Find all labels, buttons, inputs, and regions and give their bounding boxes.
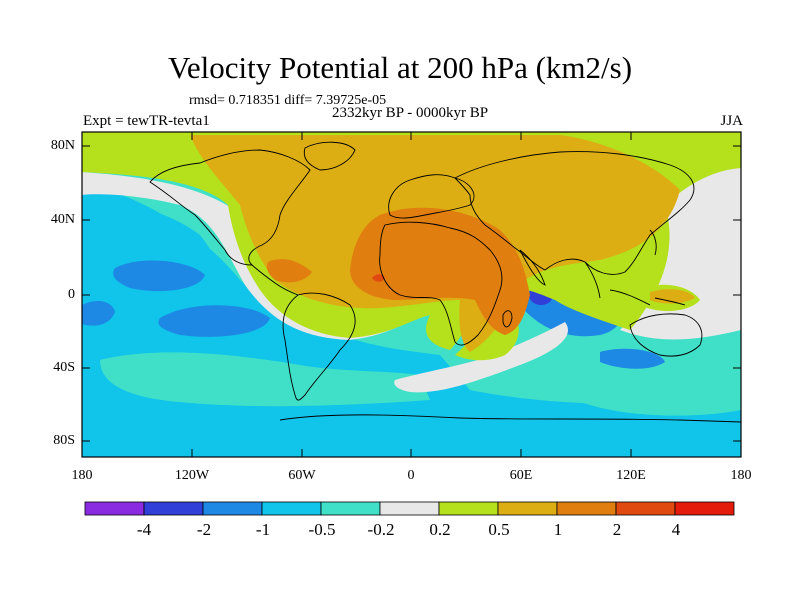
coast-south-america	[282, 292, 356, 401]
coast-asia	[454, 151, 695, 275]
colorbar-label: -2	[196, 520, 212, 539]
coast-north-america	[149, 149, 311, 266]
colorbar-swatch	[143, 501, 204, 516]
colorbar-swatch	[320, 501, 381, 516]
coast-greenland	[303, 141, 356, 171]
colorbar-swatch	[84, 501, 145, 516]
lat-label-80n: 80N	[50, 138, 75, 153]
colorbar-label: -1	[255, 520, 271, 539]
colorbar-swatch	[379, 501, 440, 516]
colorbar-swatch	[556, 501, 617, 516]
coast-madagascar	[502, 310, 513, 328]
experiment-label: Expt = tewTR-tevta1	[83, 113, 210, 129]
colorbar-swatch	[497, 501, 558, 516]
stats-line: rmsd= 0.718351 diff= 7.39725e-05	[189, 93, 387, 108]
colorbar-label: 2	[612, 520, 622, 539]
coast-australia	[629, 313, 703, 357]
field-white-south	[394, 322, 568, 393]
lon-label-60w: 60W	[288, 468, 316, 483]
colorbar-label: 4	[671, 520, 681, 539]
colorbar	[84, 501, 735, 516]
field-darkorange	[350, 207, 530, 335]
map-title: Velocity Potential at 200 hPa (km2/s)	[167, 50, 633, 85]
lat-label-0: 0	[68, 287, 75, 302]
field-band-cyan-se	[560, 385, 741, 416]
field-red-patch	[372, 274, 385, 282]
field-patch-blue-5	[600, 348, 665, 369]
colorbar-label: -0.5	[308, 520, 336, 539]
colorbar-swatch	[202, 501, 263, 516]
colorbar-label: -0.2	[367, 520, 395, 539]
lon-label-120w: 120W	[174, 468, 210, 483]
colorbar-swatch	[261, 501, 322, 516]
field-patch-blue-3	[82, 300, 115, 326]
lon-label-0: 0	[407, 468, 415, 483]
coast-europe	[388, 174, 475, 219]
field-band-cyan-south	[100, 352, 430, 407]
field-patch-blue-1	[113, 260, 205, 292]
field-orange-pacific	[650, 289, 695, 304]
colorbar-label: 0.2	[429, 520, 451, 539]
lon-label-60e: 60E	[509, 468, 533, 483]
coast-india	[519, 249, 546, 286]
coastlines	[149, 141, 741, 423]
lat-label-40n: 40N	[50, 212, 75, 227]
coast-central-america	[251, 264, 299, 296]
colorbar-label: -4	[136, 520, 152, 539]
lon-label-180e: 180	[730, 468, 752, 483]
field-darkorange-west	[266, 259, 312, 283]
colorbar-label: 1	[553, 520, 563, 539]
lat-label-80s: 80S	[53, 433, 75, 448]
colorbar-swatch	[674, 501, 735, 516]
coast-japan	[649, 229, 657, 256]
axis-ticks	[81, 132, 742, 457]
lon-label-180w: 180	[71, 468, 93, 483]
season-label: JJA	[720, 113, 743, 129]
coast-se-asia	[584, 261, 686, 306]
colorbar-label: 0.5	[488, 520, 510, 539]
lon-label-120e: 120E	[616, 468, 646, 483]
coast-antarctica	[279, 414, 741, 423]
colorbar-swatch	[615, 501, 676, 516]
field-patch-blue-2	[158, 305, 270, 337]
period-label: 2332kyr BP - 0000kyr BP	[331, 105, 489, 121]
lat-label-40s: 40S	[53, 360, 75, 375]
colorbar-swatch	[438, 501, 499, 516]
coast-africa	[379, 221, 503, 346]
